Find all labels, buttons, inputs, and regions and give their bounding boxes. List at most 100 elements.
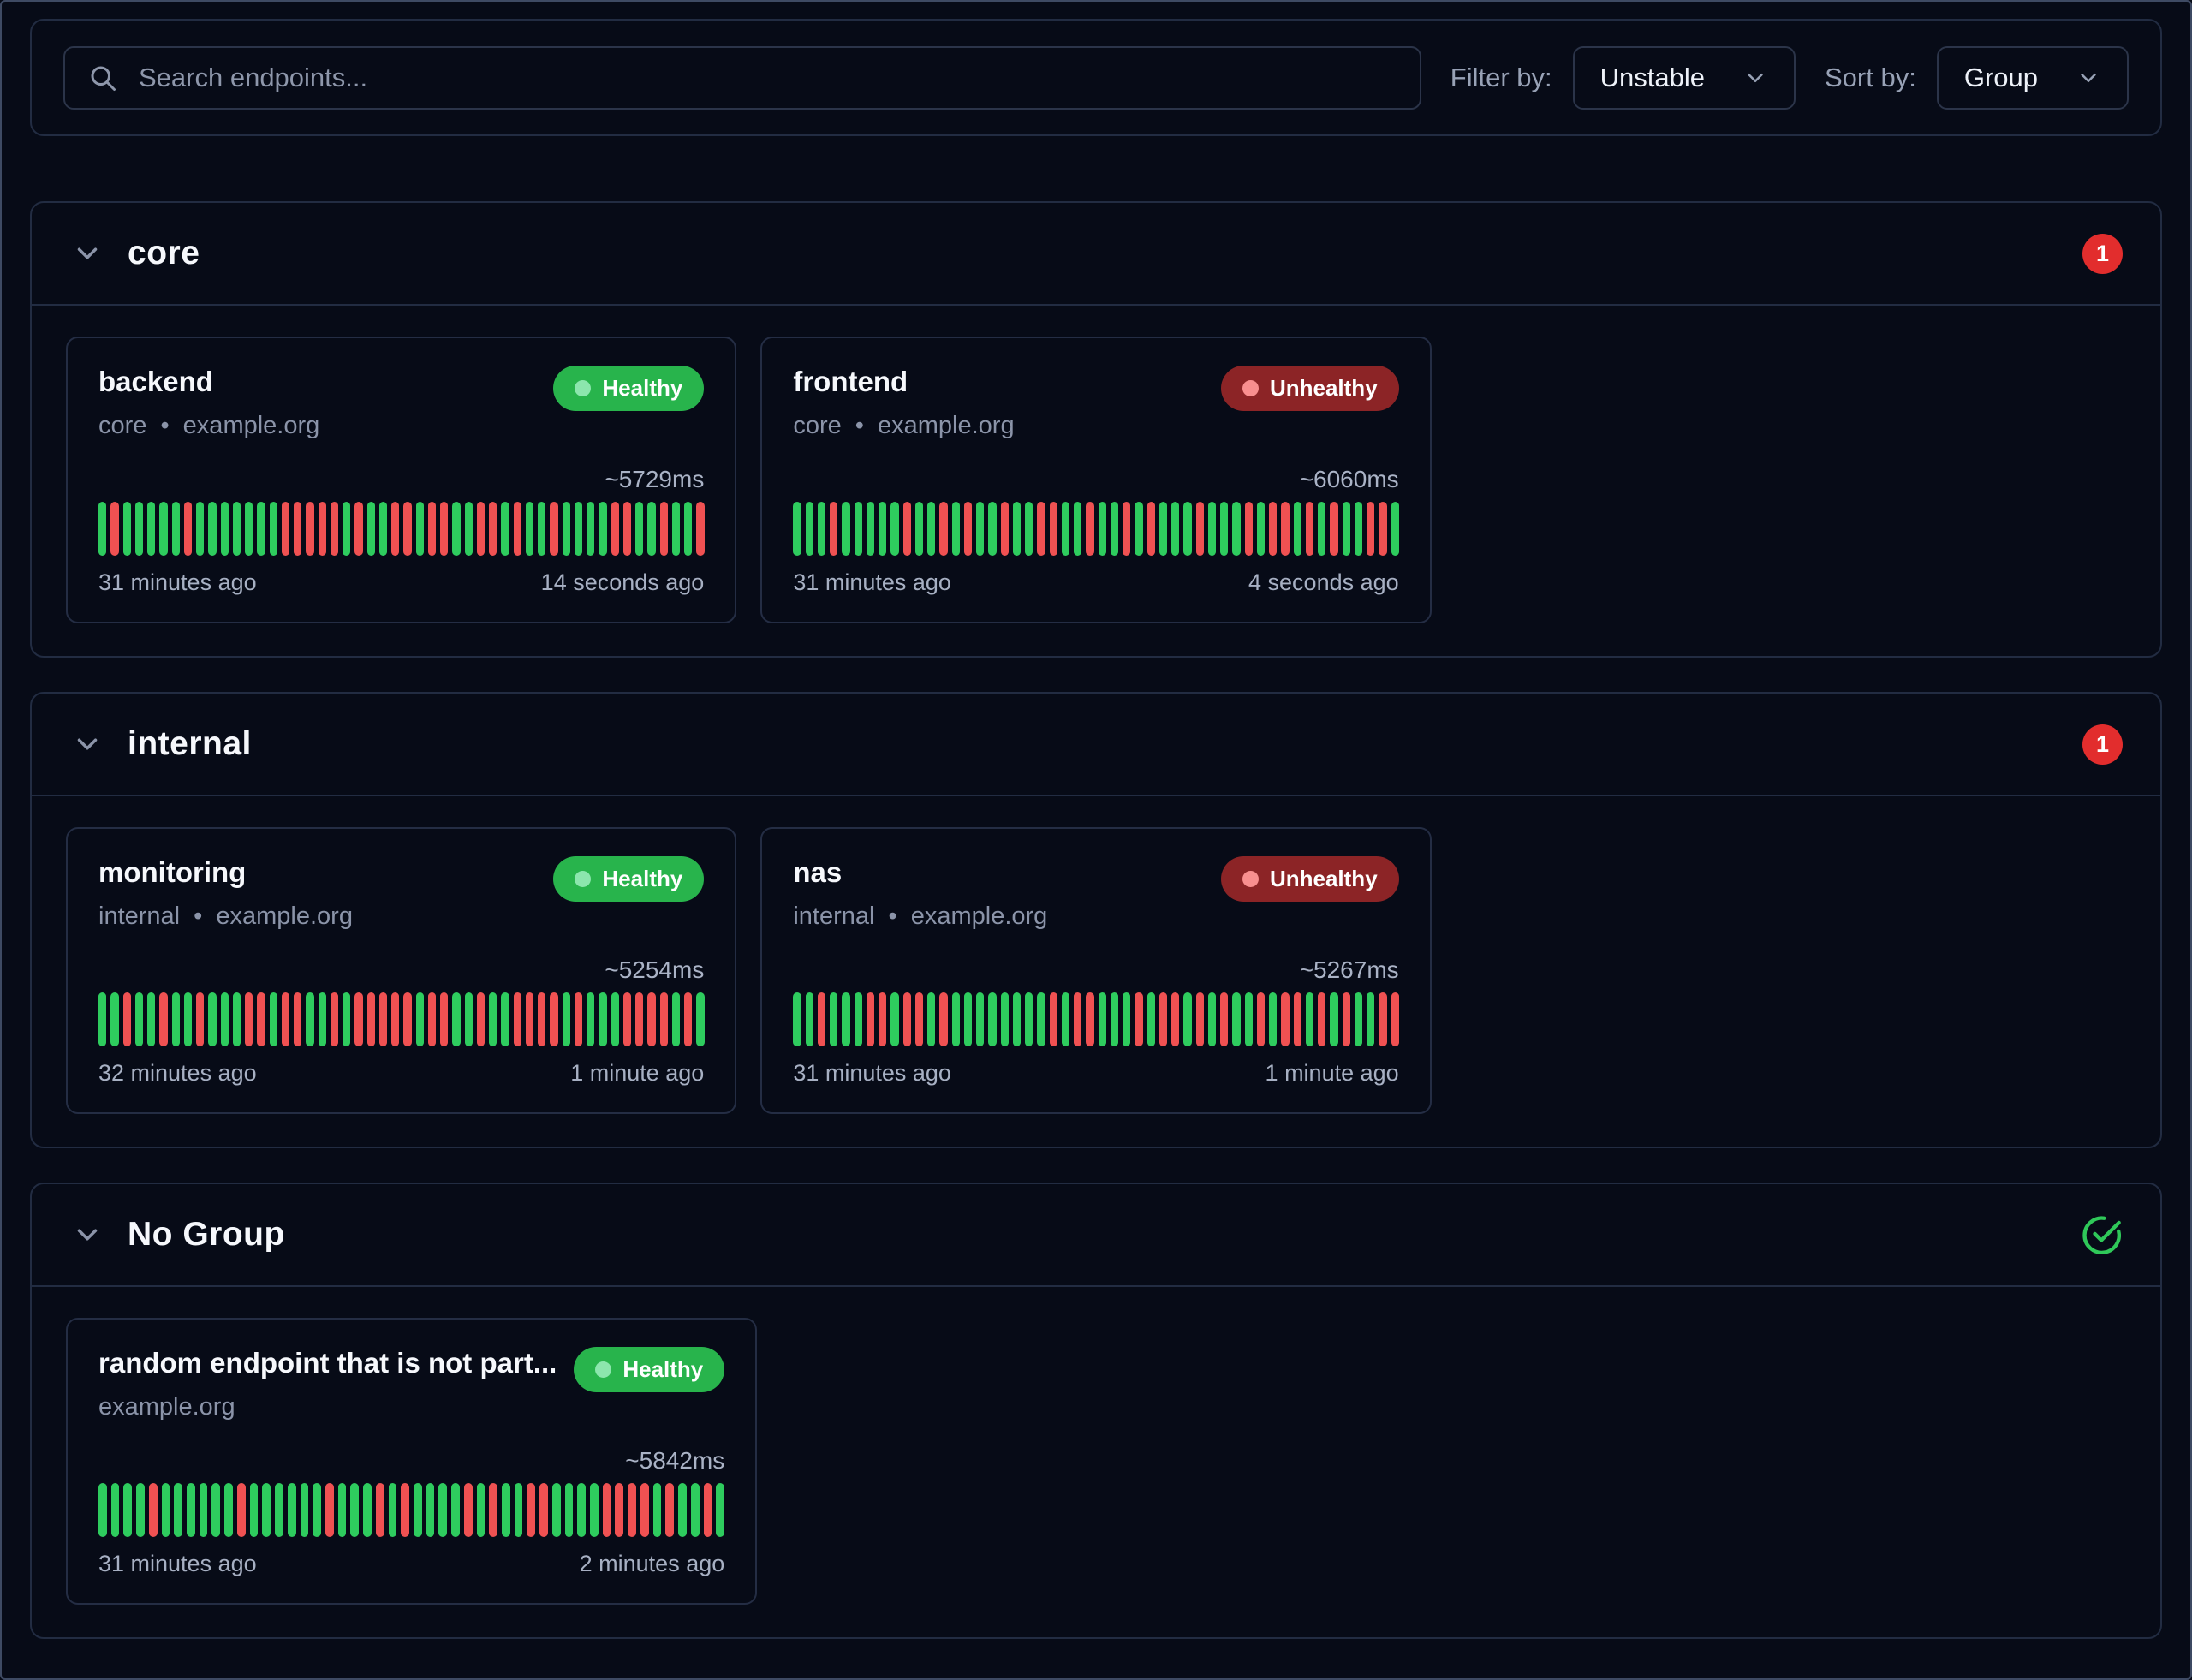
health-bar-success — [1367, 992, 1375, 1046]
health-bar-failure — [391, 502, 400, 556]
group-header-no-group[interactable]: No Group — [32, 1184, 2160, 1287]
health-bar-failure — [354, 992, 363, 1046]
endpoint-card-random[interactable]: random endpoint that is not part... exam… — [66, 1318, 758, 1605]
health-bar-success — [98, 502, 107, 556]
health-bar-success — [134, 992, 143, 1046]
status-badge: Healthy — [574, 1347, 725, 1392]
health-bar-success — [388, 1483, 397, 1537]
health-bar-success — [854, 992, 862, 1046]
sort-select-value: Group — [1963, 62, 2038, 92]
health-bar-success — [489, 992, 497, 1046]
health-bar-success — [564, 1483, 574, 1537]
health-bar-success — [110, 992, 119, 1046]
health-bar-success — [363, 1483, 372, 1537]
health-bar-success — [1256, 502, 1266, 556]
endpoint-name: random endpoint that is not part... — [98, 1347, 557, 1379]
health-bar-failure — [294, 502, 302, 556]
health-bar-success — [1110, 502, 1119, 556]
health-bar-failure — [684, 992, 693, 1046]
health-bar-success — [854, 502, 862, 556]
empty-grid-slot — [1456, 827, 2126, 1114]
health-bar-success — [159, 502, 168, 556]
endpoint-card-frontend[interactable]: frontend core • example.org Unhealthy ~6… — [760, 337, 1432, 623]
health-bar-failure — [1379, 992, 1387, 1046]
group-header-core[interactable]: core 1 — [32, 203, 2160, 306]
health-bar-success — [451, 1483, 460, 1537]
health-bar-failure — [375, 1483, 384, 1537]
health-bar-failure — [574, 992, 582, 1046]
health-bar-success — [562, 502, 570, 556]
endpoint-card-nas[interactable]: nas internal • example.org Unhealthy ~52… — [760, 827, 1432, 1114]
health-history-bars[interactable] — [98, 1483, 724, 1537]
health-bar-success — [199, 1483, 208, 1537]
status-dot-icon — [575, 871, 592, 887]
health-bar-failure — [628, 1483, 636, 1537]
health-bar-success — [793, 992, 801, 1046]
health-bar-failure — [640, 1483, 649, 1537]
health-bar-failure — [1293, 992, 1302, 1046]
health-bar-success — [426, 1483, 435, 1537]
health-bar-success — [587, 992, 595, 1046]
group-no-group: No Group random endpoint that is not par… — [30, 1183, 2162, 1639]
health-bar-success — [224, 1483, 233, 1537]
endpoint-name: monitoring — [98, 856, 247, 888]
health-bar-success — [413, 1483, 422, 1537]
status-dot-icon — [1242, 380, 1259, 396]
health-bar-failure — [939, 992, 948, 1046]
health-bar-success — [502, 1483, 510, 1537]
status-dot-icon — [1242, 871, 1259, 887]
health-bar-success — [951, 502, 960, 556]
health-bar-success — [716, 1483, 724, 1537]
health-bar-success — [1269, 992, 1278, 1046]
sort-select[interactable]: Group — [1936, 45, 2129, 110]
health-bar-failure — [236, 1483, 246, 1537]
health-history-bars[interactable] — [793, 992, 1399, 1046]
health-bar-failure — [1049, 992, 1057, 1046]
health-bar-success — [1074, 502, 1082, 556]
health-history-bars[interactable] — [98, 502, 705, 556]
health-bar-success — [696, 992, 705, 1046]
health-bar-success — [134, 502, 143, 556]
health-bar-success — [684, 502, 693, 556]
health-history-bars[interactable] — [98, 992, 705, 1046]
health-bar-success — [147, 992, 156, 1046]
health-bar-success — [1061, 502, 1070, 556]
health-bar-failure — [902, 992, 911, 1046]
health-bar-success — [890, 502, 899, 556]
health-bar-success — [257, 502, 265, 556]
health-bar-failure — [294, 992, 302, 1046]
filter-by-label: Filter by: — [1450, 62, 1552, 92]
health-bar-failure — [183, 502, 192, 556]
health-bar-success — [187, 1483, 195, 1537]
health-bar-success — [587, 502, 595, 556]
filter-select[interactable]: Unstable — [1572, 45, 1796, 110]
health-bar-success — [1025, 992, 1033, 1046]
health-bar-success — [196, 502, 205, 556]
health-bar-success — [1232, 992, 1241, 1046]
health-bar-failure — [1195, 502, 1204, 556]
health-bar-failure — [1269, 502, 1278, 556]
status-badge: Healthy — [553, 366, 705, 411]
oldest-timestamp: 31 minutes ago — [98, 1551, 257, 1576]
search-box[interactable] — [63, 45, 1421, 110]
health-history-bars[interactable] — [793, 502, 1399, 556]
group-body-internal: monitoring internal • example.org Health… — [32, 796, 2160, 1147]
endpoint-card-backend[interactable]: backend core • example.org Healthy ~5729… — [66, 337, 737, 623]
health-bar-success — [551, 1483, 561, 1537]
group-body-core: backend core • example.org Healthy ~5729… — [32, 306, 2160, 656]
health-bar-success — [1098, 992, 1106, 1046]
group-header-internal[interactable]: internal 1 — [32, 694, 2160, 796]
endpoint-card-monitoring[interactable]: monitoring internal • example.org Health… — [66, 827, 737, 1114]
health-bar-failure — [245, 992, 253, 1046]
search-input[interactable] — [139, 62, 1397, 93]
health-bar-success — [577, 1483, 587, 1537]
health-bar-failure — [665, 1483, 675, 1537]
health-bar-success — [988, 992, 997, 1046]
check-circle-icon — [2078, 1212, 2123, 1257]
health-bar-failure — [1330, 502, 1338, 556]
health-bar-success — [652, 1483, 662, 1537]
health-bar-success — [220, 992, 229, 1046]
health-bar-success — [514, 1483, 523, 1537]
health-bar-success — [342, 502, 351, 556]
health-bar-success — [678, 1483, 687, 1537]
